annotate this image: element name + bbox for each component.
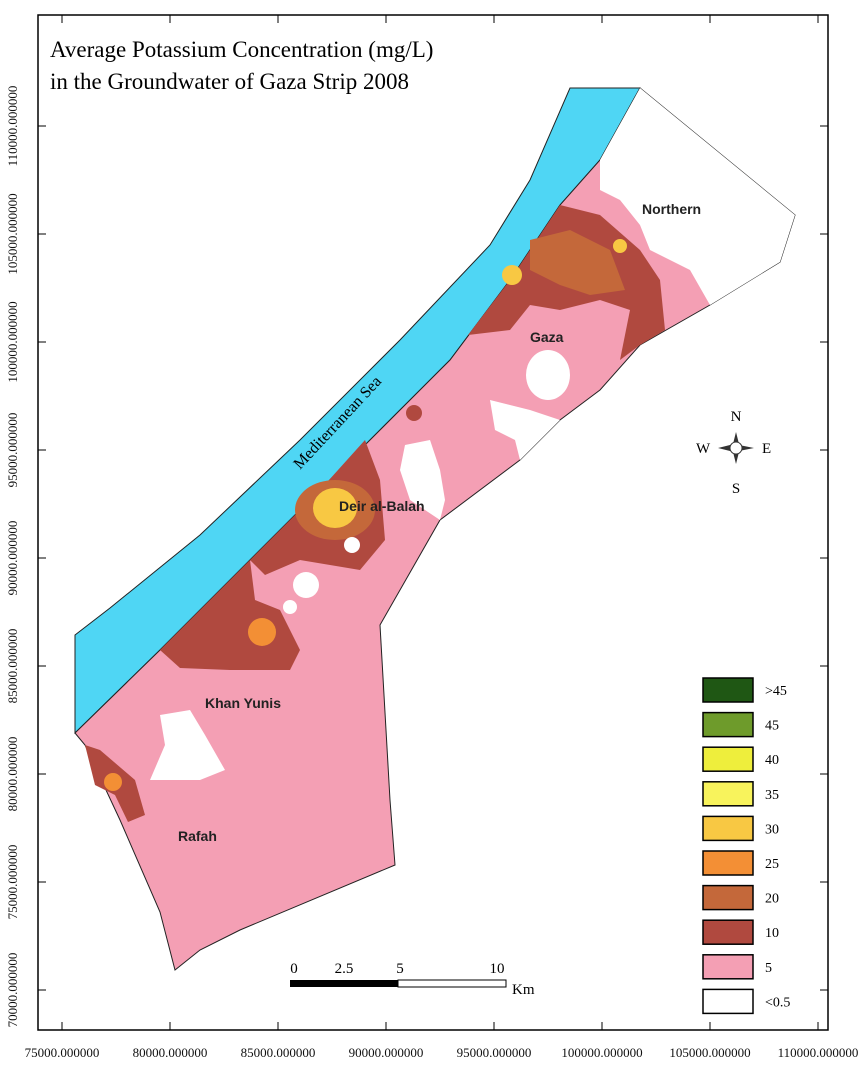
x-tick-label: 75000.000000 [25,1045,100,1060]
high-zone [502,265,522,285]
legend-swatch [702,781,754,807]
x-tick-label: 95000.000000 [457,1045,532,1060]
y-tick-label: 90000.000000 [5,521,20,596]
x-tick-label: 80000.000000 [133,1045,208,1060]
low-zone [526,350,570,400]
x-tick-label: 110000.000000 [778,1045,859,1060]
legend-swatch [702,746,754,772]
place-label: Rafah [178,828,217,844]
high-zone [613,239,627,253]
high-zone [406,405,422,421]
compass-label: W [696,441,711,457]
place-label: Khan Yunis [205,695,281,711]
scale-bar [397,979,507,988]
legend-label: 25 [765,857,779,872]
title-line: Average Potassium Concentration (mg/L) [50,37,433,62]
legend-label: 40 [765,753,779,768]
legend-swatch [702,677,754,703]
place-label: Deir al-Balah [339,498,425,514]
place-label: Northern [642,201,701,217]
legend-swatch [702,850,754,876]
compass-label: N [731,409,742,425]
legend-swatch [702,988,754,1015]
y-tick-label: 80000.000000 [5,737,20,812]
y-tick-label: 85000.000000 [5,629,20,704]
legend-label: >45 [765,684,787,699]
compass [718,432,754,464]
scale-label: 10 [490,961,505,977]
low-zone [400,440,445,520]
x-tick-label: 90000.000000 [349,1045,424,1060]
legend-label: 10 [765,926,779,941]
compass-label: S [732,481,740,497]
legend-label: 20 [765,892,779,907]
title-line: in the Groundwater of Gaza Strip 2008 [50,69,409,94]
legend-swatch [702,919,754,945]
low-zone [490,400,560,460]
y-tick-label: 70000.000000 [5,953,20,1028]
scale-bar [290,980,398,987]
low-zone [150,710,225,780]
low-zone [344,537,360,553]
low-zone [600,88,795,305]
low-zone [283,600,297,614]
scale-label: 2.5 [335,961,354,977]
legend-swatch [702,884,754,911]
legend-swatch [702,815,754,842]
scale-label: 5 [396,961,404,977]
land [74,87,796,971]
x-tick-label: 85000.000000 [241,1045,316,1060]
compass-label: E [762,441,771,457]
legend-swatch [702,954,754,980]
legend-label: 35 [765,788,779,803]
y-tick-label: 105000.000000 [5,193,20,274]
scale-unit: Km [512,982,535,998]
y-tick-label: 100000.000000 [5,301,20,382]
legend-swatch [702,711,754,738]
high-zone [248,618,276,646]
legend-label: 30 [765,822,779,837]
high-zone [104,773,122,791]
y-tick-label: 110000.000000 [5,86,20,167]
x-tick-label: 100000.000000 [561,1045,642,1060]
legend-label: 5 [765,961,772,976]
place-label: Gaza [530,329,564,345]
scale-label: 0 [290,961,298,977]
legend-label: <0.5 [765,995,790,1010]
y-tick-label: 95000.000000 [5,413,20,488]
x-tick-label: 105000.000000 [669,1045,750,1060]
high-zone [530,230,625,295]
y-tick-label: 75000.000000 [5,845,20,920]
low-zone [293,572,319,598]
legend-label: 45 [765,719,779,734]
high-zone [313,488,357,528]
